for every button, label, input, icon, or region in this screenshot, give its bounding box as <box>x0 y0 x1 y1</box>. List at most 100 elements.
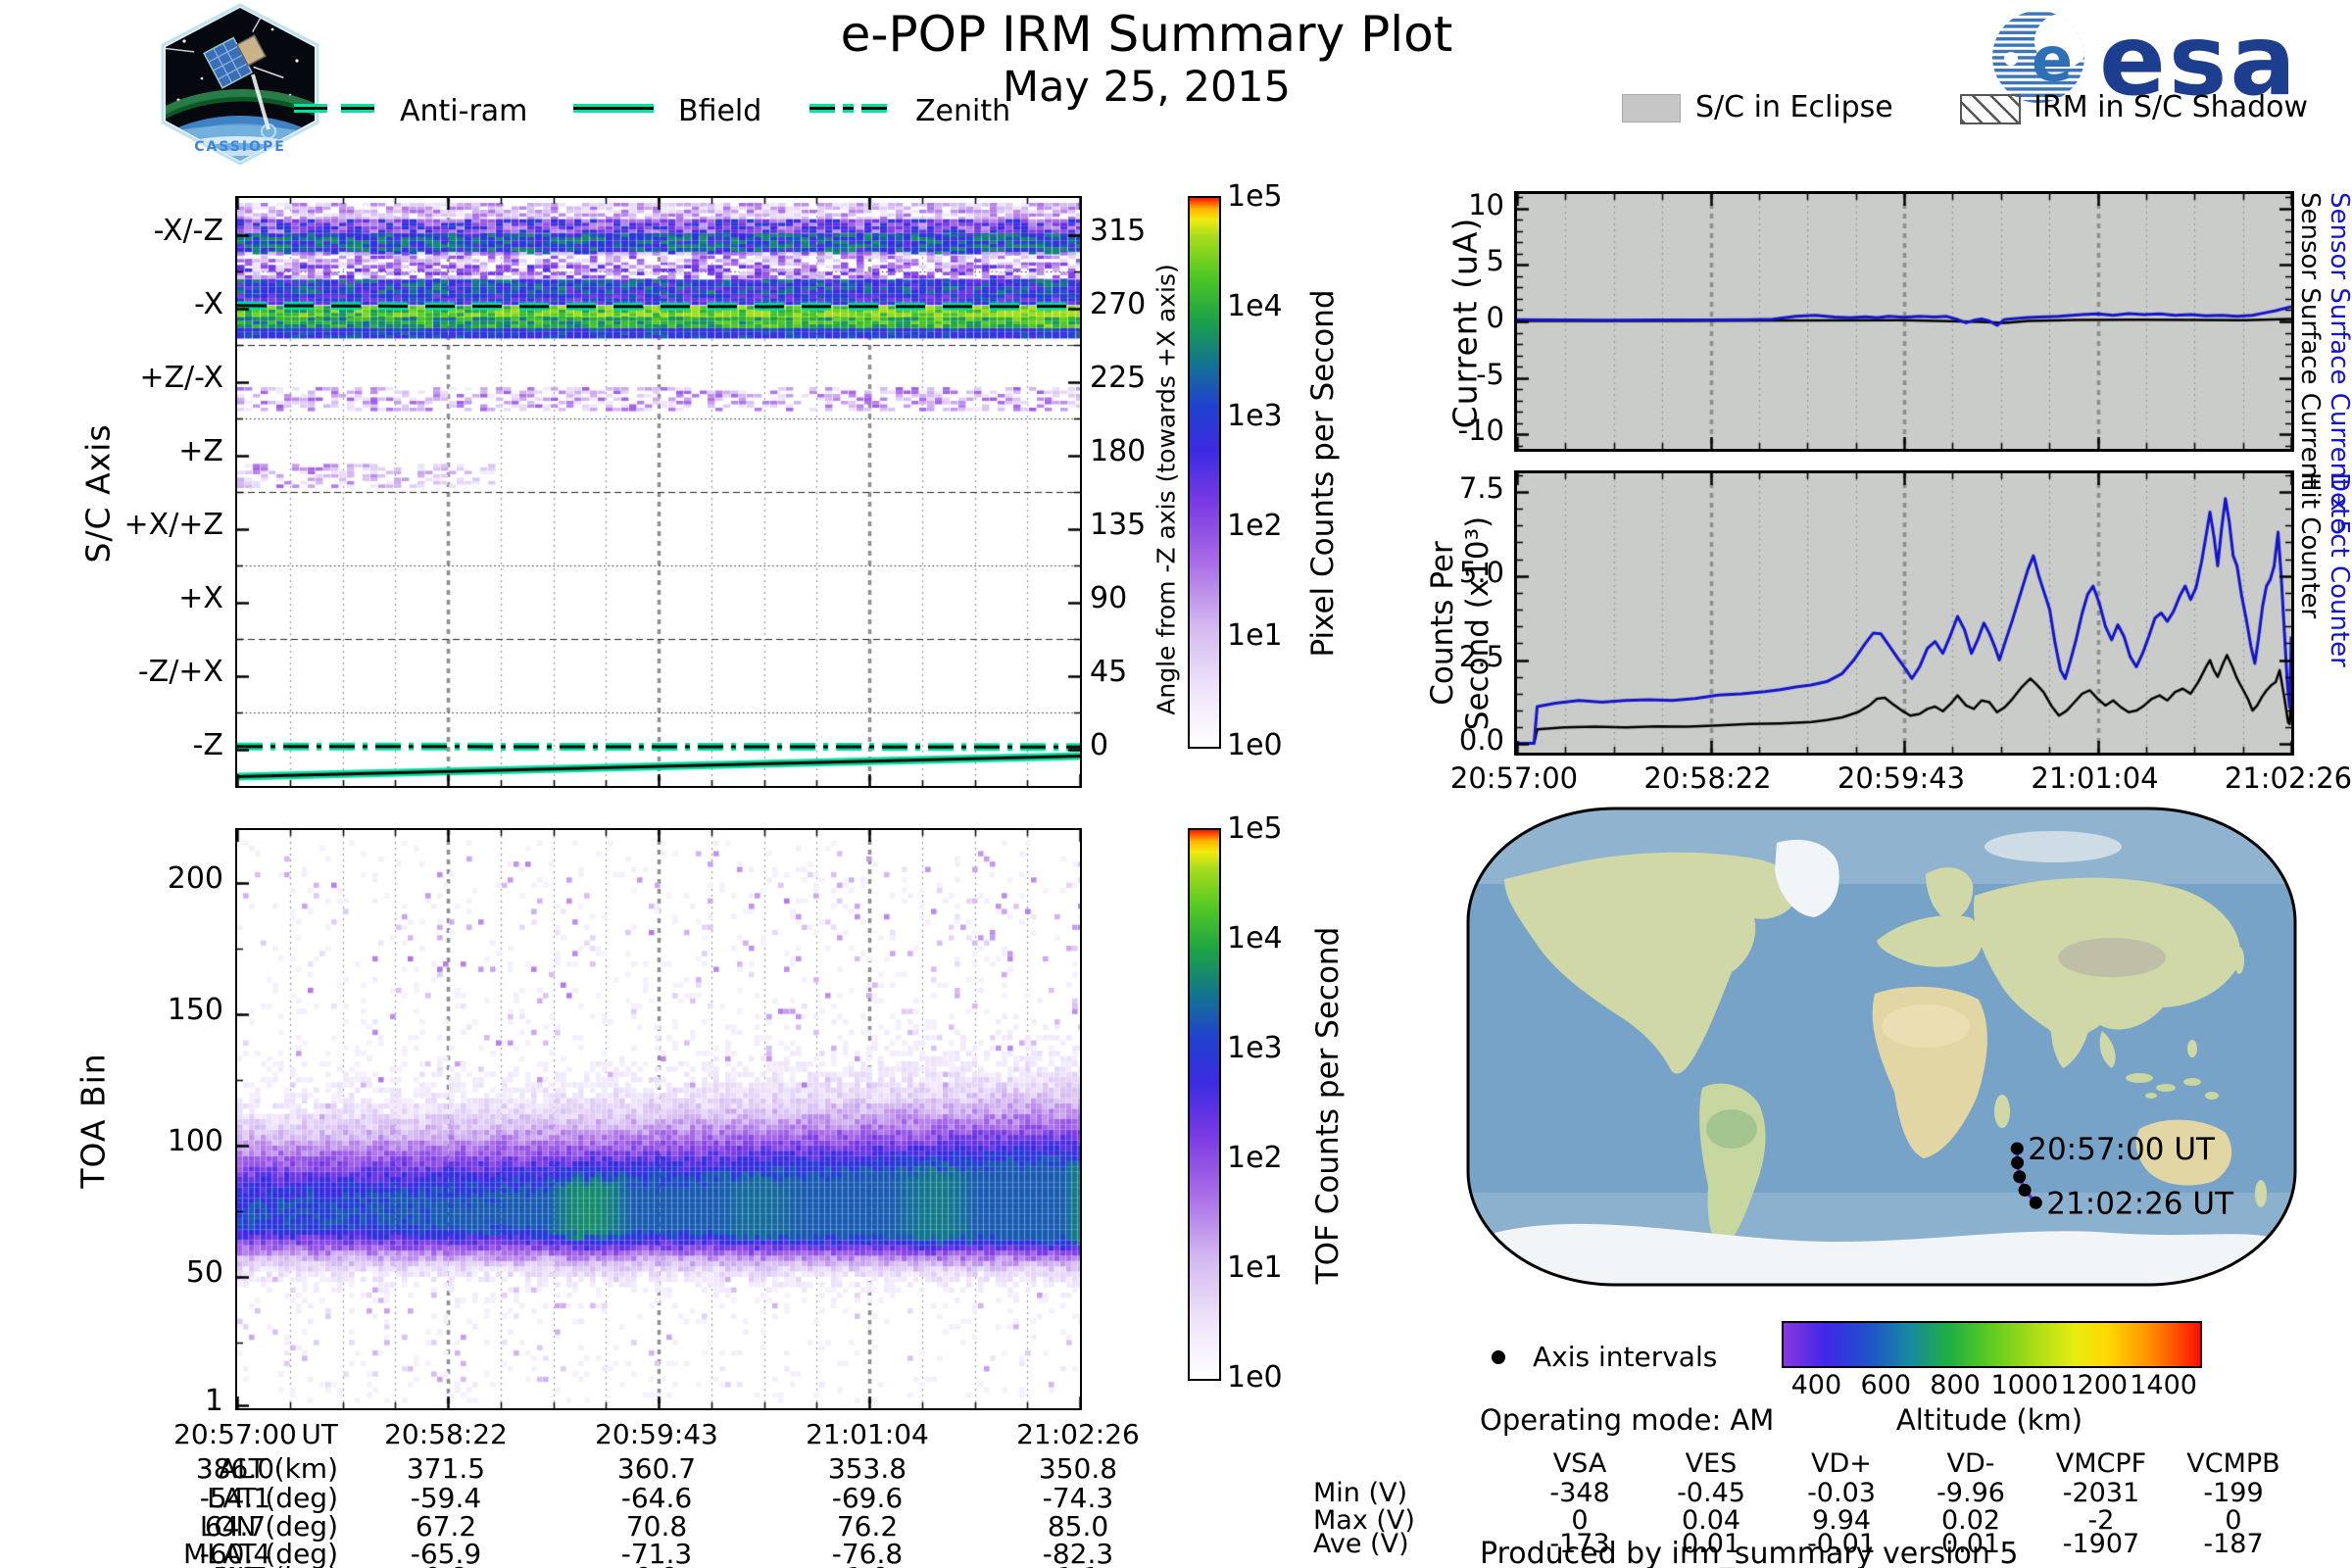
cassiope-patch-label: CASSIOPE <box>194 139 286 155</box>
eph-cell: 21:02:26 <box>1016 1418 1140 1450</box>
volt-cell: -9.96 <box>1936 1478 2005 1508</box>
alt-tick-1200: 1200 <box>2060 1370 2129 1400</box>
plot1-ytick--Z: -Z <box>192 727 223 762</box>
colorbar-tick-1e0: 1e0 <box>1227 728 1283 762</box>
north-america <box>1504 852 1798 1074</box>
ground-track: 20:57:00 UT 21:02:26 UT <box>2010 1132 2234 1221</box>
alt-tick-1000: 1000 <box>1990 1370 2059 1400</box>
eph-cell: 1.0 <box>764 1562 970 1568</box>
plot4-ytick-2.5: 2.5 <box>1458 639 1504 673</box>
eph-cell: -64.6 <box>620 1482 693 1514</box>
page-date: May 25, 2015 <box>1002 63 1292 112</box>
track-point <box>2013 1170 2027 1184</box>
plot1-angle-tick-270: 270 <box>1090 286 1147 321</box>
eph-cell: 20:59:43 <box>595 1418 718 1450</box>
volt-col-header: VES <box>1685 1448 1738 1479</box>
eph-cell: 0.8 <box>343 1562 549 1568</box>
volt-cell: -0.45 <box>1677 1478 1745 1508</box>
volt-cell: 0.01 <box>1940 1529 2001 1559</box>
plot3-ytick--5: -5 <box>1476 357 1504 391</box>
eph-cell: -76.8 <box>831 1538 904 1568</box>
alt-tick-1400: 1400 <box>2130 1370 2197 1400</box>
plot4-ytick-5.0: 5.0 <box>1458 555 1504 589</box>
operating-mode: Operating mode: AM <box>1480 1403 1775 1437</box>
plot1-angle-tick-90: 90 <box>1090 580 1128 615</box>
plot4-xtick-20:57:00: 20:57:00 <box>1449 761 1579 795</box>
plot4-xtick-21:02:26: 21:02:26 <box>2224 761 2352 795</box>
eph-cell: -54.1 <box>199 1482 271 1514</box>
alt-tick-600: 600 <box>1860 1370 1912 1400</box>
plot1-ytick-+Z/-X: +Z/-X <box>139 360 223 395</box>
eph-row-label: ALT (km) <box>218 1452 338 1485</box>
eph-cell: 360.7 <box>616 1452 697 1485</box>
legend-anti-ram-label: Anti-ram <box>400 94 528 128</box>
tof-colorbar-label: TOF Counts per Second <box>1310 926 1346 1285</box>
plot4-ytick-7.5: 7.5 <box>1458 470 1504 505</box>
plot4-xtick-21:01:04: 21:01:04 <box>2031 761 2159 795</box>
plot1-ytick--Z/+X: -Z/+X <box>137 654 223 689</box>
india <box>2050 1010 2090 1068</box>
colorbar-tick-1e4: 1e4 <box>1227 289 1283 323</box>
volt-cell: -348 <box>1549 1478 1610 1508</box>
eph-cell: -74.3 <box>1042 1482 1114 1514</box>
eph-cell: -82.3 <box>1042 1538 1114 1568</box>
plot1-angle-tick-315: 315 <box>1090 213 1147 248</box>
plot2-ytick-150: 150 <box>167 992 223 1027</box>
toa-spectrogram <box>235 828 1082 1410</box>
plot1-ytick-+X/+Z: +X/+Z <box>123 507 223 542</box>
plot2-ytick-50: 50 <box>185 1254 223 1290</box>
eph-cell: 20:58:22 <box>384 1418 508 1450</box>
colorbar-tick-1e0: 1e0 <box>1227 1360 1283 1395</box>
eph-row-label: UT <box>301 1418 338 1450</box>
eph-cell: 76.2 <box>836 1510 899 1543</box>
eph-cell: 0.8 <box>132 1562 338 1568</box>
volt-col-header: VSA <box>1552 1448 1607 1479</box>
svg-text:e: e <box>2032 24 2073 95</box>
esa-logo-text: esa <box>2099 6 2299 110</box>
shadow-label: IRM in S/C Shadow <box>2034 90 2309 124</box>
eph-cell: -71.3 <box>620 1538 693 1568</box>
eph-cell: -60.4 <box>199 1538 271 1568</box>
colorbar-tick-1e5: 1e5 <box>1227 811 1283 846</box>
legend-zenith-label: Zenith <box>915 94 1011 128</box>
axis-intervals-label: Axis intervals <box>1533 1341 1718 1373</box>
volt-col-header: VCMPB <box>2186 1448 2280 1479</box>
europe <box>1877 915 1984 967</box>
altitude-colorbar <box>1782 1321 2202 1368</box>
eph-cell: 0.9 <box>554 1562 760 1568</box>
eph-cell: 64.7 <box>204 1510 267 1543</box>
eph-cell: 21:01:04 <box>806 1418 929 1450</box>
track-point <box>2010 1142 2024 1155</box>
produced-by: Produced by irm_summary version 5 <box>1480 1537 2019 1568</box>
eph-cell: 1.1 <box>975 1562 1181 1568</box>
colorbar-tick-1e2: 1e2 <box>1227 509 1283 543</box>
cassiope-patch-icon: CASSIOPE <box>161 3 319 166</box>
eph-cell: 350.8 <box>1038 1452 1118 1485</box>
plot1-angle-tick-0: 0 <box>1090 727 1109 762</box>
antarctica <box>1487 1223 2277 1285</box>
colorbar-tick-1e4: 1e4 <box>1227 921 1283 956</box>
eph-cell: -65.9 <box>410 1538 482 1568</box>
map-body <box>1468 808 2295 1285</box>
world-map: 20:57:00 UT 21:02:26 UT <box>1466 807 2297 1287</box>
plot3-ytick--10: -10 <box>1457 414 1504 448</box>
plot4-xtick-20:59:43: 20:59:43 <box>1837 761 1966 795</box>
eph-cell: -59.4 <box>410 1482 482 1514</box>
eph-cell: 20:57:00 <box>173 1418 297 1450</box>
volt-cell: -2031 <box>2062 1478 2140 1508</box>
eph-cell: 85.0 <box>1047 1510 1109 1543</box>
plot3-right-label-blue: Sensor Surface Current x 5 <box>2325 192 2352 536</box>
volt-cell: -1907 <box>2062 1529 2140 1559</box>
colorbar-tick-1e5: 1e5 <box>1227 179 1283 214</box>
greenland <box>1775 839 1839 917</box>
eph-row-label: LON (deg) <box>199 1510 338 1543</box>
volt-cell: -2 <box>2087 1505 2115 1536</box>
map-border <box>1466 807 2297 1287</box>
eph-row-label: MLAT (deg) <box>182 1538 338 1568</box>
volt-row-label: Ave (V) <box>1313 1529 1409 1559</box>
plot3-ytick-5: 5 <box>1486 244 1504 278</box>
plot1-angle-tick-135: 135 <box>1090 507 1147 542</box>
volt-cell: 0.01 <box>1681 1529 1741 1559</box>
volt-cell: 0.04 <box>1681 1505 1741 1536</box>
plot4-xtick-20:58:22: 20:58:22 <box>1643 761 1772 795</box>
